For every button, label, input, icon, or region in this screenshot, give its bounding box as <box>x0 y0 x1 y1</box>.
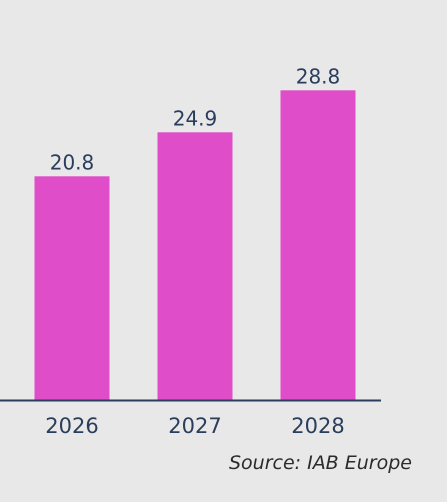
x-tick-label-2027: 2027 <box>168 414 221 438</box>
x-tick-label-2028: 2028 <box>291 414 344 438</box>
bar-2027 <box>157 132 233 401</box>
source-note: Source: IAB Europe <box>228 452 412 474</box>
bar-2028 <box>280 90 356 401</box>
data-label-2028: 28.8 <box>296 64 341 88</box>
x-tick-label-2026: 2026 <box>45 414 98 438</box>
data-label-2026: 20.8 <box>50 150 95 174</box>
data-label-2027: 24.9 <box>173 106 218 130</box>
bar-2026 <box>34 176 110 400</box>
